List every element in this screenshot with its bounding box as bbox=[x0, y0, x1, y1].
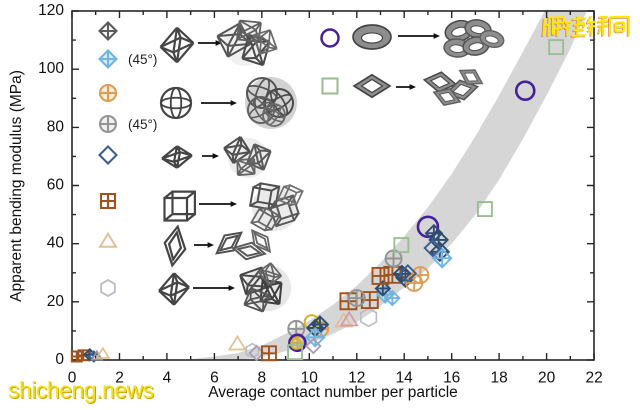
svg-text:22: 22 bbox=[585, 370, 602, 387]
svg-text:80: 80 bbox=[47, 118, 65, 135]
svg-text:Average contact number per par: Average contact number per particle bbox=[208, 384, 458, 401]
svg-text:100: 100 bbox=[38, 60, 64, 77]
svg-text:120: 120 bbox=[38, 2, 64, 19]
svg-text:0: 0 bbox=[55, 351, 64, 368]
svg-text:60: 60 bbox=[47, 177, 65, 194]
svg-text:8: 8 bbox=[257, 370, 266, 387]
svg-text:(45°): (45°) bbox=[128, 52, 157, 67]
svg-text:10: 10 bbox=[301, 370, 319, 387]
svg-text:2: 2 bbox=[115, 370, 124, 387]
svg-text:40: 40 bbox=[47, 235, 65, 252]
svg-text:shicheng.news: shicheng.news bbox=[8, 377, 154, 403]
svg-text:6: 6 bbox=[210, 370, 219, 387]
svg-text:4: 4 bbox=[163, 370, 172, 387]
svg-text:0: 0 bbox=[68, 370, 77, 387]
svg-text:20: 20 bbox=[47, 293, 65, 310]
svg-text:20: 20 bbox=[538, 370, 556, 387]
svg-text:Apparent bending modulus (MPa): Apparent bending modulus (MPa) bbox=[8, 70, 25, 302]
svg-text:12: 12 bbox=[348, 370, 365, 387]
svg-text:16: 16 bbox=[443, 370, 460, 387]
svg-text:14: 14 bbox=[396, 370, 414, 387]
svg-text:(45°): (45°) bbox=[128, 117, 157, 132]
svg-text:18: 18 bbox=[490, 370, 507, 387]
